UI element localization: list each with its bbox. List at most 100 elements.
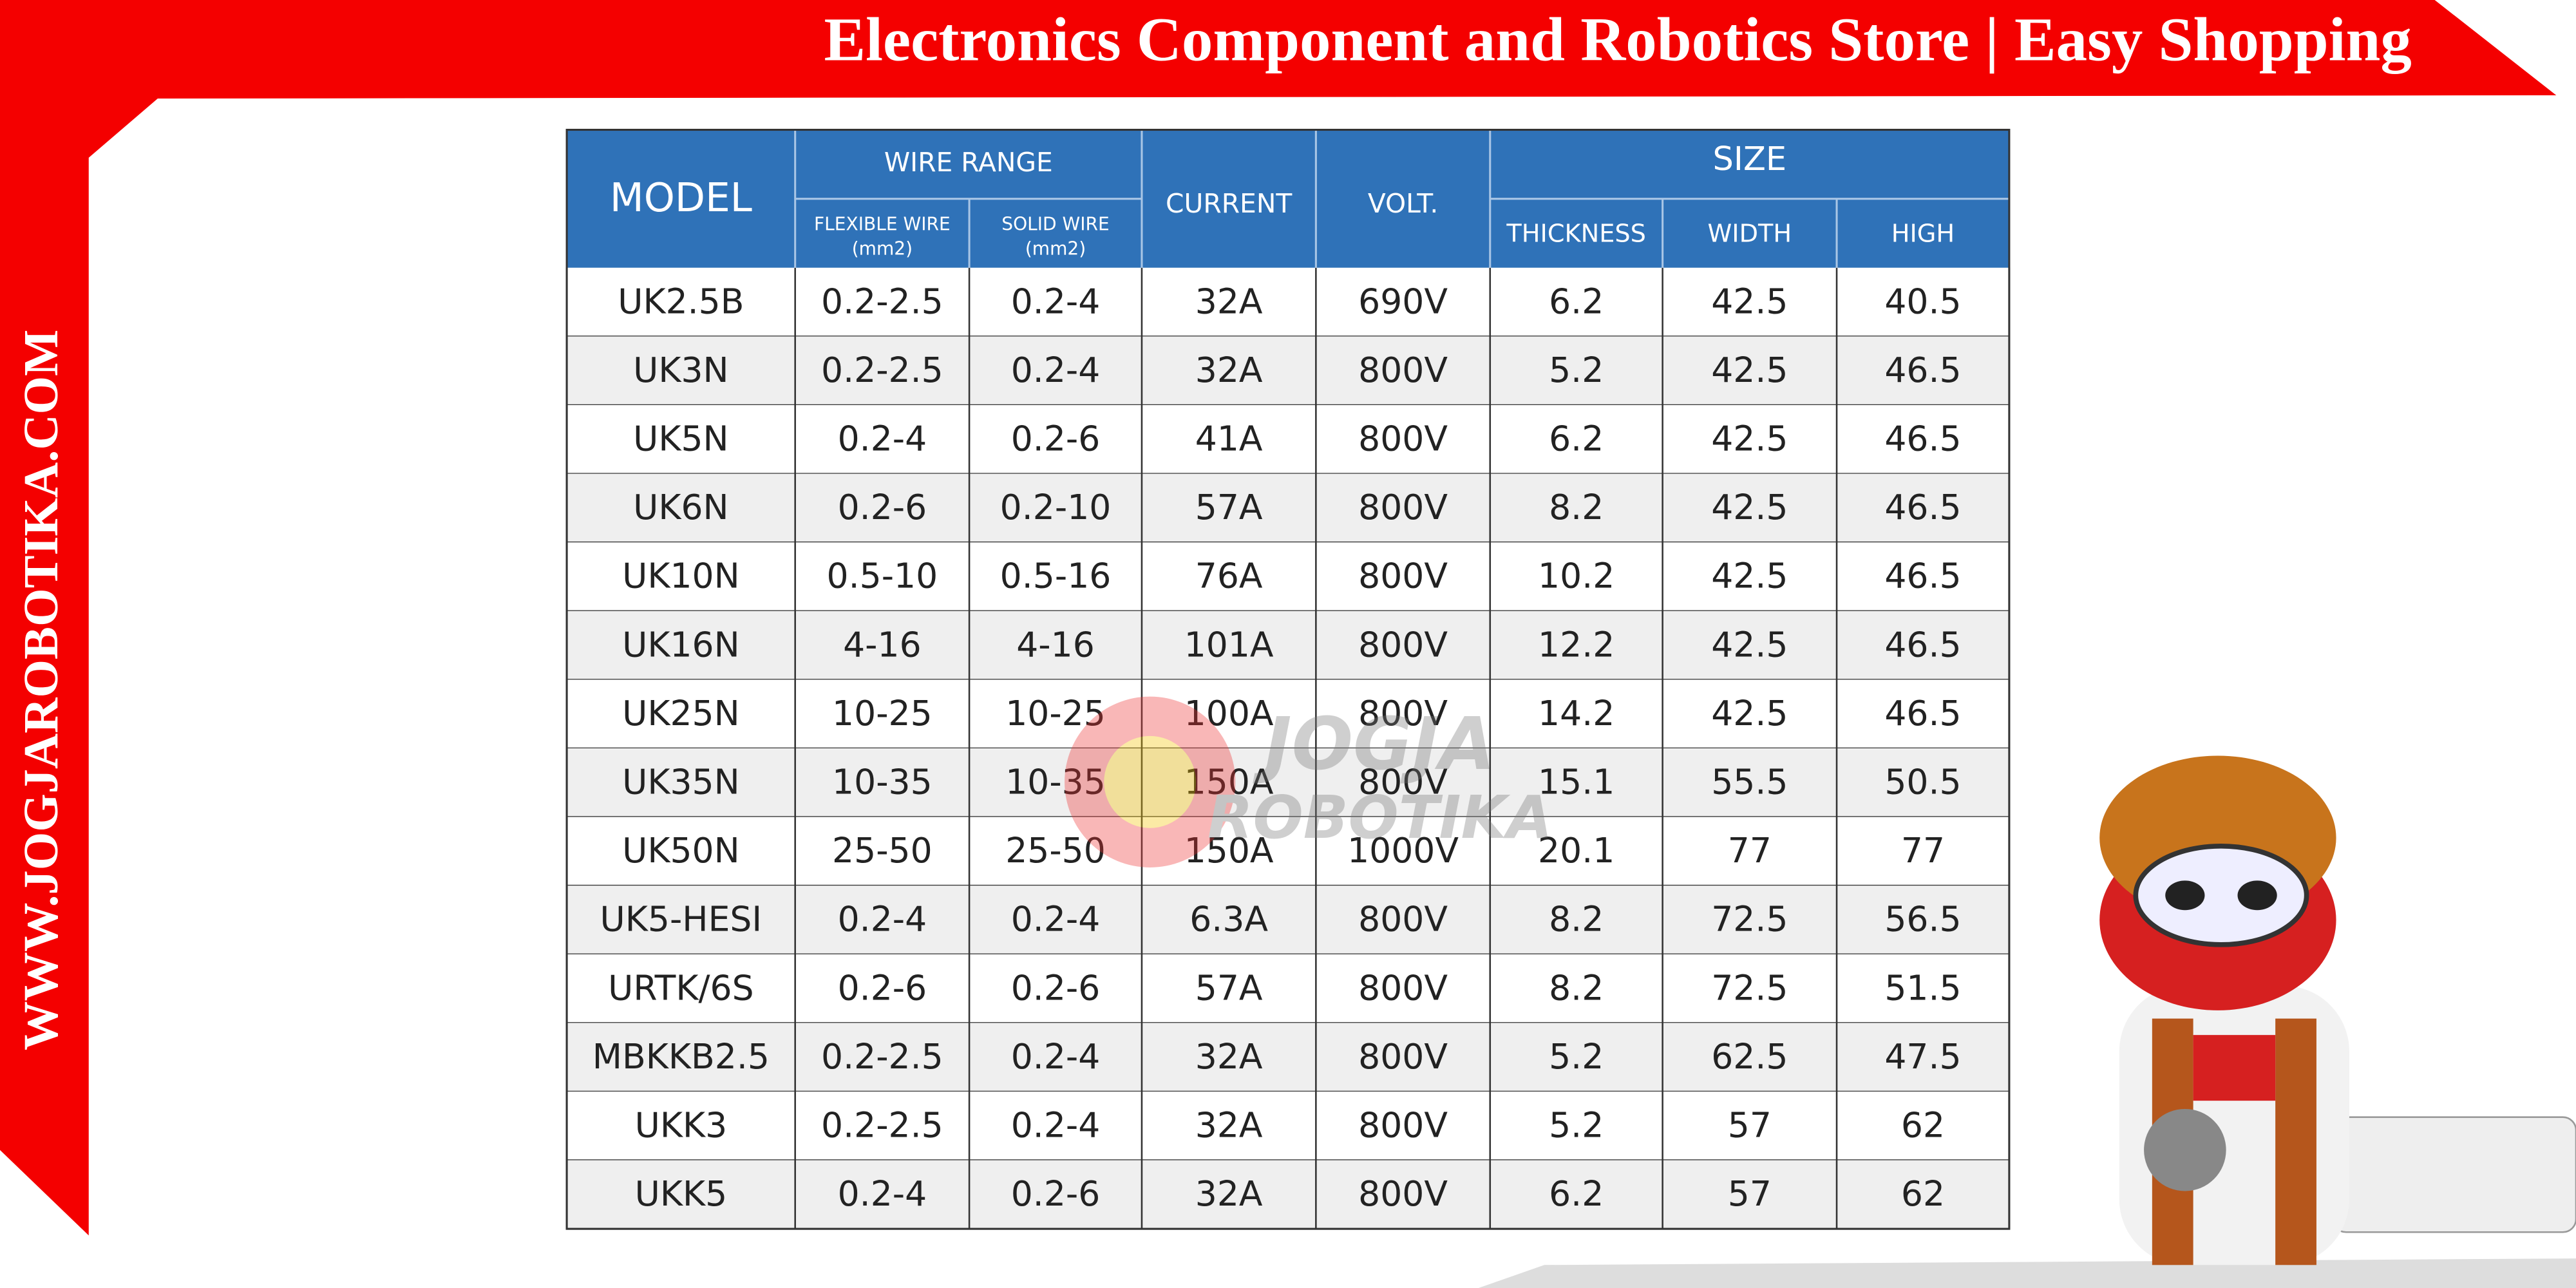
watermark-logo-inner — [1104, 735, 1197, 828]
store-title: Electronics Component and Robotics Store… — [824, 5, 2411, 74]
column-header: HIGH — [1891, 219, 1955, 248]
table-border — [565, 129, 2011, 1230]
table-cell: 55.5 — [1711, 761, 1788, 802]
table-cell: 57 — [1728, 1173, 1772, 1214]
table-cell: 800V — [1358, 350, 1448, 390]
column-header: WIRE RANGE — [884, 147, 1053, 178]
table-cell: 20.1 — [1538, 830, 1615, 871]
table-cell: 32A — [1195, 350, 1263, 390]
table-cell: 150A — [1184, 761, 1274, 802]
table-cell: 8.2 — [1549, 899, 1604, 940]
laptop — [2332, 1116, 2576, 1233]
table-cell: 0.2-6 — [838, 487, 927, 527]
column-header: WIDTH — [1707, 219, 1792, 248]
table-cell: MBKKB2.5 — [592, 1036, 770, 1077]
table-cell: 0.2-4 — [1011, 899, 1101, 940]
mascot — [1478, 755, 2576, 1288]
table-cell: 12.2 — [1538, 624, 1615, 665]
table-cell: 47.5 — [1884, 1036, 1961, 1077]
table-cell: 0.2-2.5 — [821, 1036, 943, 1077]
table-cell: 800V — [1358, 556, 1448, 596]
table-row-bg — [567, 1023, 2009, 1092]
table-cell: 4-16 — [1016, 624, 1095, 665]
table-row-bg — [567, 886, 2009, 954]
column-header: SOLID WIRE — [1001, 213, 1110, 234]
table-cell: 8.2 — [1549, 967, 1604, 1008]
table-row-bg — [567, 1091, 2009, 1160]
table-row-bg — [567, 679, 2009, 748]
watermark-logo — [1065, 696, 1236, 867]
table-cell: 0.2-4 — [1011, 350, 1101, 390]
column-header: VOLT. — [1368, 188, 1438, 219]
table-cell: 5.2 — [1549, 350, 1604, 390]
watermark-text: ROBOTIKA — [1208, 783, 1553, 852]
table-cell: 56.5 — [1884, 899, 1961, 940]
table-cell: 32A — [1195, 281, 1263, 321]
table-cell: 42.5 — [1711, 487, 1788, 527]
table-cell: 10-25 — [1005, 693, 1106, 734]
table-cell: 10-25 — [832, 693, 933, 734]
table-cell: 0.2-4 — [1011, 1036, 1101, 1077]
table-row-bg — [567, 267, 2009, 337]
table-cell: 42.5 — [1711, 556, 1788, 596]
table-cell: 76A — [1195, 556, 1263, 596]
table-cell: 41A — [1195, 418, 1263, 459]
table-cell: 10.2 — [1538, 556, 1615, 596]
table-row-bg — [567, 1160, 2009, 1229]
table-cell: 800V — [1358, 624, 1448, 665]
table-cell: 0.2-4 — [1011, 281, 1101, 321]
table-cell: 57A — [1195, 967, 1263, 1008]
table-cell: 800V — [1358, 1173, 1448, 1214]
table-cell: UK5-HESI — [600, 899, 762, 940]
column-header: CURRENT — [1166, 188, 1293, 219]
table-cell: UK6N — [633, 487, 728, 527]
table-cell: 800V — [1358, 1104, 1448, 1145]
table-cell: 62.5 — [1711, 1036, 1788, 1077]
table-cell: 0.5-16 — [1000, 556, 1112, 596]
table-cell: 46.5 — [1884, 487, 1961, 527]
table-cell: 6.2 — [1549, 418, 1604, 459]
robot-face — [2133, 843, 2309, 947]
table-cell: 5.2 — [1549, 1104, 1604, 1145]
table-cell: 6.2 — [1549, 281, 1604, 321]
table-cell: 10-35 — [832, 761, 933, 802]
table-cell: 15.1 — [1538, 761, 1615, 802]
table-row-bg — [567, 611, 2009, 680]
table-cell: 0.2-2.5 — [821, 350, 943, 390]
table-cell: UKK3 — [635, 1104, 728, 1145]
watermark-text: JOGJA — [1253, 703, 1495, 786]
table-cell: 32A — [1195, 1173, 1263, 1214]
table-cell: 800V — [1358, 899, 1448, 940]
table-row-bg — [567, 473, 2009, 543]
table-cell: 42.5 — [1711, 418, 1788, 459]
column-header: MODEL — [610, 175, 752, 221]
table-cell: 4-16 — [843, 624, 922, 665]
table-cell: 62 — [1901, 1104, 1945, 1145]
table-row-bg — [567, 817, 2009, 886]
table-cell: 10-35 — [1005, 761, 1106, 802]
table-cell: 0.2-6 — [1011, 967, 1101, 1008]
table-cell: 42.5 — [1711, 350, 1788, 390]
table-cell: 46.5 — [1884, 350, 1961, 390]
robot-chest — [2193, 1035, 2276, 1101]
column-header: THICKNESS — [1506, 219, 1646, 248]
robot-eye — [2237, 880, 2277, 911]
table-cell: 50.5 — [1884, 761, 1961, 802]
column-header: FLEXIBLE WIRE — [814, 213, 951, 234]
table-cell: 14.2 — [1538, 693, 1615, 734]
robot-eye — [2165, 880, 2205, 911]
table-cell: 100A — [1184, 693, 1274, 734]
column-header: (mm2) — [852, 238, 913, 260]
table-cell: UKK5 — [635, 1173, 728, 1214]
table-cell: UK10N — [622, 556, 740, 596]
table-cell: 6.2 — [1549, 1173, 1604, 1214]
table-cell: 0.2-4 — [838, 1173, 927, 1214]
table-cell: 25-50 — [1005, 830, 1106, 871]
table-row-bg — [567, 542, 2009, 611]
site-url: WWW.JOGJAROBOTIKA.COM — [14, 330, 68, 1051]
table-cell: 77 — [1901, 830, 1945, 871]
table-cell: 57 — [1728, 1104, 1772, 1145]
table-cell: 101A — [1184, 624, 1274, 665]
table-cell: UK50N — [622, 830, 740, 871]
table-cell: 800V — [1358, 1036, 1448, 1077]
